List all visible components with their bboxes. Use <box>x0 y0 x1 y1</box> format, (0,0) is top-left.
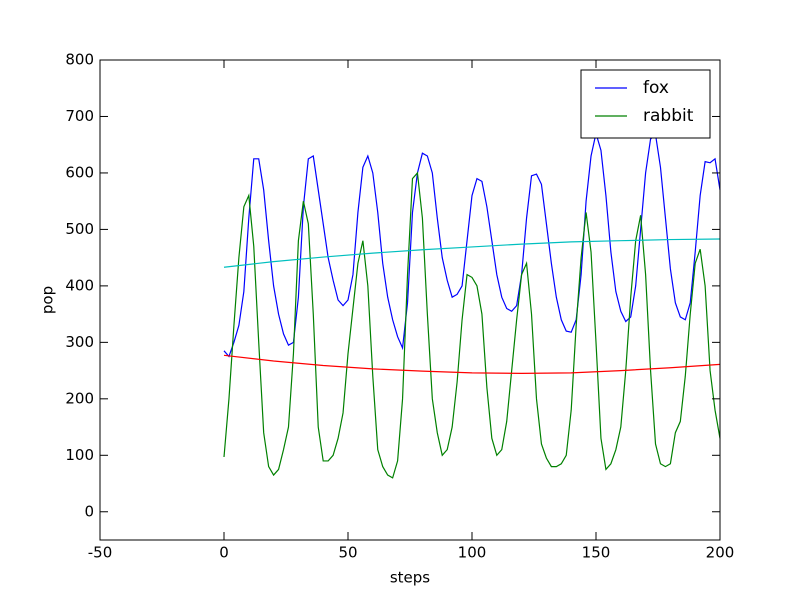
y-tick-label: 300 <box>65 333 94 351</box>
legend-box <box>580 69 711 139</box>
y-tick-label: 600 <box>65 163 94 181</box>
y-tick-label: 0 <box>84 502 94 520</box>
y-tick-label: 200 <box>65 389 94 407</box>
data-line <box>223 354 721 375</box>
x-tick-label: 150 <box>582 544 611 562</box>
x-tick-label: 100 <box>458 544 487 562</box>
legend-label: rabbit <box>643 106 694 126</box>
legend-label: fox <box>643 78 669 98</box>
data-line <box>223 133 721 358</box>
y-tick-label: 100 <box>65 446 94 464</box>
plot-frame <box>99 59 721 541</box>
y-tick-label: 500 <box>65 220 94 238</box>
y-axis-label: pop <box>39 286 57 314</box>
x-tick-label: 0 <box>219 544 229 562</box>
x-tick-label: -50 <box>88 544 113 562</box>
y-tick-label: 400 <box>65 276 94 294</box>
data-line <box>223 171 721 479</box>
x-axis-label: steps <box>390 569 430 587</box>
y-tick-label: 800 <box>65 51 94 69</box>
data-line <box>223 238 721 268</box>
y-tick-label: 700 <box>65 107 94 125</box>
x-tick-label: 50 <box>338 544 357 562</box>
x-tick-label: 200 <box>706 544 735 562</box>
